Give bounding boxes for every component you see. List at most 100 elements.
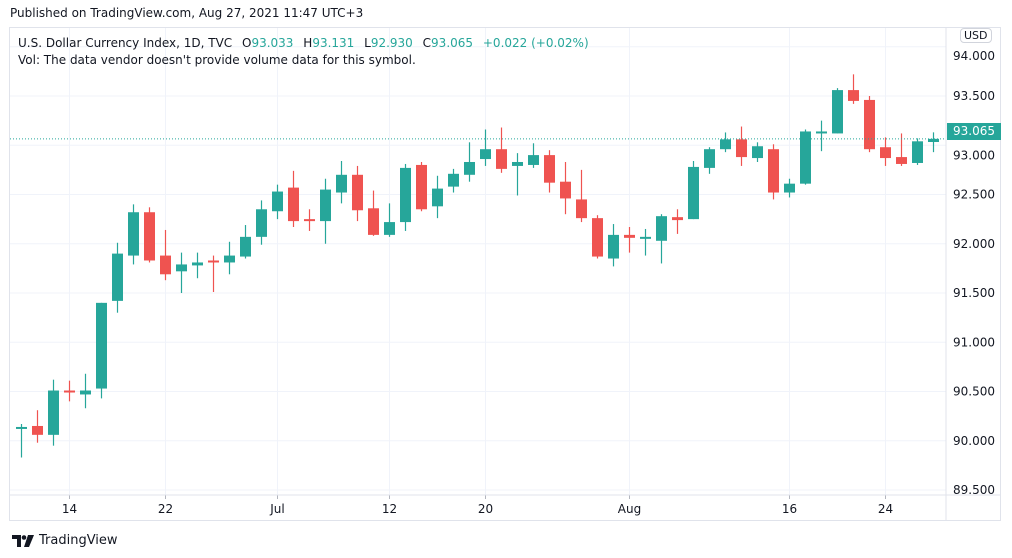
candle — [912, 138, 923, 165]
candle-body — [256, 209, 267, 237]
tradingview-logo[interactable]: TradingView — [12, 533, 118, 548]
candle-body — [928, 138, 939, 142]
candle — [224, 241, 235, 275]
price-tick-label: 91.500 — [953, 286, 995, 300]
candle — [272, 184, 283, 220]
last-price-label: 93.065 — [947, 123, 1001, 140]
currency-badge[interactable]: USD — [960, 28, 992, 43]
candle-body — [336, 174, 347, 193]
candle — [640, 228, 651, 256]
candle — [208, 255, 219, 293]
candle — [288, 170, 299, 228]
candle-body — [592, 218, 603, 257]
candle — [432, 175, 443, 219]
candle-body — [752, 146, 763, 159]
time-tick-label: Jul — [269, 502, 284, 516]
candle-body — [64, 390, 75, 393]
low-value: 92.930 — [370, 36, 413, 50]
candle — [928, 132, 939, 153]
candle — [736, 126, 747, 166]
candle — [592, 215, 603, 259]
candle — [752, 142, 763, 162]
high-value: 93.131 — [312, 36, 355, 50]
candle-body — [448, 173, 459, 187]
candle — [192, 252, 203, 279]
candle — [784, 178, 795, 198]
price-tick-label: 91.000 — [953, 335, 995, 349]
candle — [672, 209, 683, 234]
time-tick-label: 24 — [878, 502, 893, 516]
candle-body — [864, 99, 875, 150]
candle — [896, 133, 907, 166]
candle-body — [576, 199, 587, 219]
candle — [576, 169, 587, 223]
candle-body — [384, 222, 395, 235]
candle — [160, 229, 171, 281]
close-label: C — [422, 36, 432, 50]
candle-body — [528, 155, 539, 165]
candles — [16, 74, 939, 458]
candle — [416, 161, 427, 212]
candle — [240, 225, 251, 259]
candle-body — [304, 219, 315, 222]
time-tick-label: 22 — [158, 502, 173, 516]
candle-body — [272, 191, 283, 212]
high-label: H — [303, 36, 313, 50]
change-value: +0.022 (+0.02%) — [482, 36, 589, 50]
candle-body — [672, 217, 683, 221]
grid-lines — [10, 28, 946, 495]
price-tick-label: 92.000 — [953, 237, 995, 251]
brand-name: TradingView — [39, 533, 118, 548]
time-tick-label: 16 — [782, 502, 797, 516]
price-tick-label: 94.000 — [953, 49, 995, 63]
candle-body — [816, 131, 827, 134]
close-value: 93.065 — [431, 36, 474, 50]
candle — [496, 127, 507, 173]
chart-frame — [9, 27, 1001, 521]
candle — [384, 203, 395, 237]
candle-body — [624, 234, 635, 238]
candle — [176, 252, 187, 293]
price-tick-label: 93.000 — [953, 148, 995, 162]
candle-body — [688, 166, 699, 220]
candle-body — [544, 155, 555, 183]
candle — [128, 204, 139, 265]
candle — [304, 209, 315, 231]
candle-body — [352, 174, 363, 211]
candle-body — [160, 255, 171, 275]
candle — [48, 379, 59, 446]
candle-body — [144, 212, 155, 261]
candle — [656, 214, 667, 264]
candle-body — [176, 264, 187, 272]
open-value: 93.033 — [251, 36, 294, 50]
candle-body — [832, 90, 843, 134]
candle-body — [608, 234, 619, 259]
candle-body — [16, 426, 27, 429]
candle — [720, 132, 731, 153]
candle — [96, 302, 107, 399]
candle-body — [512, 161, 523, 166]
candle-body — [464, 161, 475, 175]
candle — [400, 163, 411, 231]
candle — [480, 129, 491, 166]
tradingview-logo-icon — [12, 534, 34, 547]
candle — [528, 143, 539, 168]
symbol-title[interactable]: U.S. Dollar Currency Index, 1D, TVC — [18, 36, 233, 50]
candle-body — [400, 167, 411, 223]
open-label: O — [242, 36, 252, 50]
candle-body — [768, 149, 779, 193]
candle-body — [704, 149, 715, 168]
candle — [544, 150, 555, 193]
candle — [112, 242, 123, 313]
candle-body — [656, 216, 667, 241]
price-tick-label: 93.500 — [953, 89, 995, 103]
candle — [688, 161, 699, 220]
candle-body — [112, 253, 123, 301]
candle — [608, 224, 619, 267]
candle — [80, 373, 91, 409]
candle — [848, 74, 859, 104]
candle-body — [720, 139, 731, 150]
candle — [768, 144, 779, 200]
candle-body — [208, 260, 219, 263]
